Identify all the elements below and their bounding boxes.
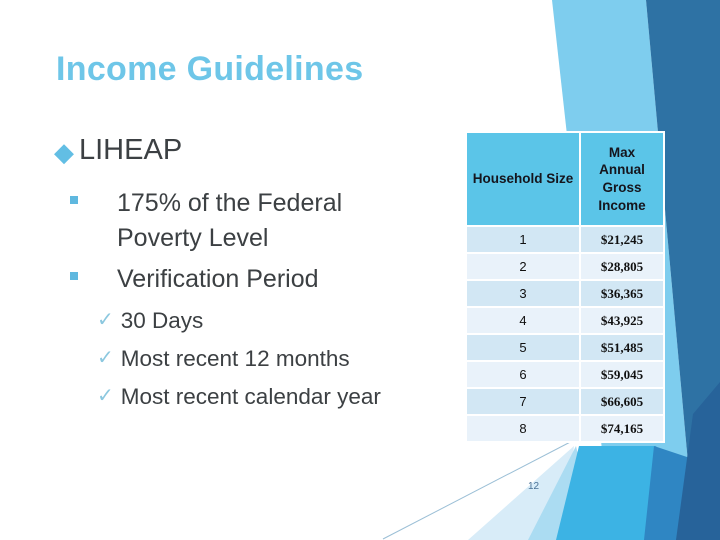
income-table: Household Size Max Annual Gross Income 1…: [465, 131, 665, 443]
income-cell: $51,485: [581, 335, 663, 360]
household-size-cell: 1: [467, 227, 579, 252]
income-cell: $28,805: [581, 254, 663, 279]
bullet-level3-12-months: ✓ Most recent 12 months: [97, 346, 350, 372]
checkmark-icon: ✓: [97, 347, 114, 369]
bullet-level3-label: Most recent calendar year: [120, 384, 381, 409]
table-row: 1 $21,245: [467, 227, 663, 252]
bullet-level1-label: LIHEAP: [79, 134, 183, 166]
bullet-level1: ◆ LIHEAP: [54, 134, 182, 167]
table-row: 8 $74,165: [467, 416, 663, 441]
income-cell: $36,365: [581, 281, 663, 306]
table-row: 2 $28,805: [467, 254, 663, 279]
income-cell: $59,045: [581, 362, 663, 387]
table-row: 3 $36,365: [467, 281, 663, 306]
income-cell: $43,925: [581, 308, 663, 333]
slide-title: Income Guidelines: [56, 50, 364, 88]
bullet-level2-poverty: 175% of the Federal Poverty Level: [70, 186, 370, 255]
household-size-cell: 7: [467, 389, 579, 414]
slide-page-number: 12: [528, 481, 540, 492]
income-cell: $66,605: [581, 389, 663, 414]
table-row: 7 $66,605: [467, 389, 663, 414]
household-size-cell: 4: [467, 308, 579, 333]
bullet-level2-label: 175% of the Federal Poverty Level: [117, 189, 343, 252]
bullet-level3-label: 30 Days: [120, 308, 204, 333]
diamond-icon: ◆: [54, 136, 74, 167]
checkmark-icon: ✓: [97, 309, 114, 331]
household-size-cell: 3: [467, 281, 579, 306]
household-size-cell: 6: [467, 362, 579, 387]
income-cell: $74,165: [581, 416, 663, 441]
household-size-header: Household Size: [467, 133, 579, 225]
facet-navy-wedge: [676, 382, 720, 540]
table-row: 6 $59,045: [467, 362, 663, 387]
household-size-cell: 2: [467, 254, 579, 279]
bullet-level2-verification: Verification Period: [70, 262, 390, 297]
checkmark-icon: ✓: [97, 385, 114, 407]
table-header-row: Household Size Max Annual Gross Income: [467, 133, 663, 225]
bullet-level2-label: Verification Period: [117, 265, 319, 293]
bullet-level3-30-days: ✓ 30 Days: [97, 308, 203, 334]
diagonal-accent-line: [382, 437, 579, 540]
household-size-cell: 8: [467, 416, 579, 441]
max-income-header: Max Annual Gross Income: [581, 133, 663, 225]
square-icon: [70, 272, 78, 280]
bullet-level3-label: Most recent 12 months: [120, 346, 350, 371]
square-icon: [70, 196, 78, 204]
table-row: 5 $51,485: [467, 335, 663, 360]
table-row: 4 $43,925: [467, 308, 663, 333]
bullet-level3-calendar-year: ✓ Most recent calendar year: [97, 384, 381, 410]
household-size-cell: 5: [467, 335, 579, 360]
income-cell: $21,245: [581, 227, 663, 252]
